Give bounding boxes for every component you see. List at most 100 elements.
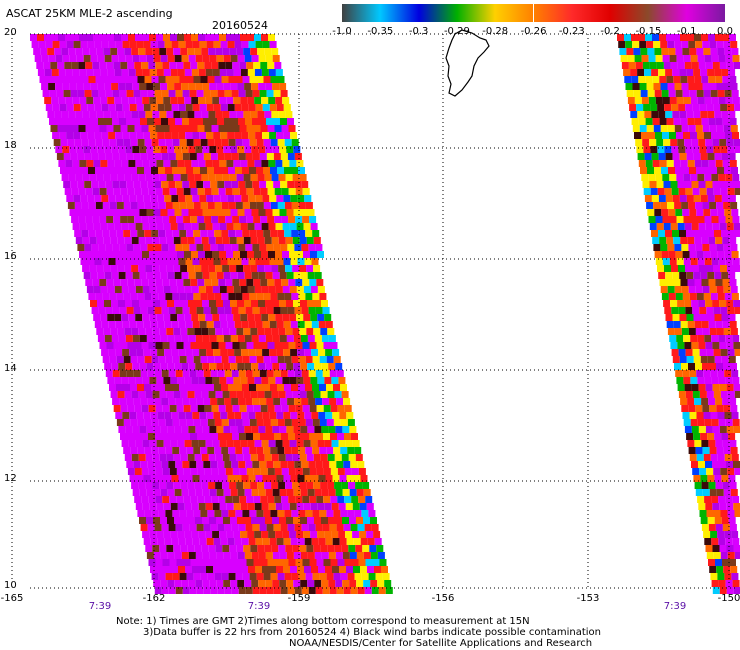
swath-cell (135, 286, 143, 293)
swath-cell (133, 244, 141, 251)
swath-cell (279, 552, 287, 559)
swath-cell (311, 349, 319, 356)
swath-cell (676, 174, 684, 181)
swath-cell (274, 496, 282, 503)
swath-cell (154, 244, 162, 251)
swath-cell (686, 314, 694, 321)
swath-cell (188, 209, 196, 216)
swath-cell (111, 335, 119, 342)
swath-cell (159, 265, 167, 272)
swath-cell (708, 398, 716, 405)
swath-cell (732, 335, 740, 342)
swath-cell (317, 531, 325, 538)
swath-cell (732, 97, 740, 104)
swath-cell (65, 97, 73, 104)
swath-cell (376, 545, 384, 552)
swath-cell (628, 62, 636, 69)
swath-cell (312, 510, 320, 517)
swath-cell (316, 342, 324, 349)
swath-cell (343, 398, 351, 405)
swath-cell (256, 139, 264, 146)
swath-cell (179, 510, 187, 517)
swath-cell (157, 349, 165, 356)
swath-cell (238, 90, 246, 97)
swath-cell (233, 286, 241, 293)
swath-cell (700, 272, 708, 279)
swath-cell (88, 167, 95, 174)
swath-cell (162, 342, 170, 349)
swath-cell (275, 377, 283, 384)
swath-cell (252, 153, 260, 160)
swath-cell (665, 195, 673, 202)
swath-cell (216, 83, 224, 90)
swath-cell (699, 307, 707, 314)
swath-cell (318, 538, 326, 545)
swath-cell (142, 69, 150, 76)
swath-cell (116, 76, 124, 83)
swath-cell (199, 104, 207, 111)
swath-cell (651, 230, 658, 237)
swath-cell (360, 538, 368, 545)
swath-cell (158, 293, 166, 300)
swath-cell (279, 580, 287, 587)
swath-cell (331, 503, 339, 510)
swath-cell (229, 237, 237, 244)
swath-cell (169, 433, 176, 440)
swath-cell (250, 545, 258, 552)
colorbar-swatch (571, 4, 611, 22)
swath-cell (729, 237, 737, 244)
swath-cell (176, 433, 183, 440)
swath-cell (294, 153, 302, 160)
swath-cell (281, 468, 289, 475)
swath-cell (122, 132, 130, 139)
swath-cell (235, 356, 243, 363)
swath-cell (171, 566, 178, 573)
swath-cell (189, 587, 197, 594)
swath-cell (667, 41, 675, 48)
swath-cell (93, 314, 101, 321)
swath-cell (306, 391, 314, 398)
swath-cell (210, 370, 218, 377)
swath-cell (730, 202, 738, 209)
swath-cell (272, 363, 280, 370)
swath-cell (125, 272, 133, 279)
swath-cell (120, 216, 128, 223)
swath-cell (270, 384, 277, 391)
swath-cell (729, 34, 736, 41)
swath-cell (695, 489, 703, 496)
swath-cell (198, 440, 206, 447)
swath-cell (113, 279, 121, 286)
swath-cell (171, 41, 179, 48)
swath-cell (154, 153, 162, 160)
swath-cell (658, 111, 666, 118)
swath-cell (199, 258, 207, 265)
swath-cell (265, 489, 273, 496)
swath-cell (206, 104, 214, 111)
swath-cell (237, 300, 244, 307)
swath-cell (714, 230, 721, 237)
swath-cell (328, 426, 336, 433)
swath-cell (213, 195, 221, 202)
swath-cell (181, 552, 189, 559)
swath-cell (668, 293, 676, 300)
swath-cell (161, 587, 169, 594)
swath-cell (696, 167, 703, 174)
swath-cell (660, 83, 668, 90)
swath-cell (182, 90, 190, 97)
swath-cell (171, 132, 179, 139)
swath-cell (222, 391, 230, 398)
swath-cell (704, 174, 712, 181)
swath-cell (119, 118, 126, 125)
swath-cell (157, 132, 165, 139)
swath-cell (142, 286, 150, 293)
swath-cell (284, 447, 292, 454)
swath-cell (266, 398, 274, 405)
swath-cell (159, 48, 167, 55)
swath-cell (260, 216, 268, 223)
swath-cell (349, 426, 357, 433)
swath-cell (140, 90, 148, 97)
swath-cell (707, 433, 715, 440)
swath-cell (196, 398, 204, 405)
swath-cell (151, 419, 159, 426)
swath-cell (330, 496, 338, 503)
